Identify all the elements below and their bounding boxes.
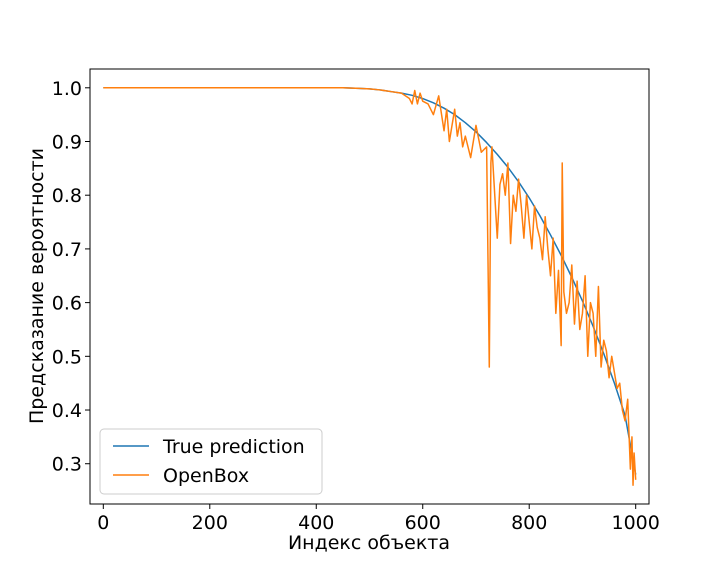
series-line-openbox <box>103 87 637 486</box>
y-tick-label: 0.6 <box>52 293 82 315</box>
y-tick-label: 0.5 <box>52 346 82 368</box>
y-tick-label: 0.8 <box>52 185 82 207</box>
series-layer <box>103 87 637 486</box>
y-tick-label: 1.0 <box>52 78 82 100</box>
x-tick-label: 600 <box>405 512 441 534</box>
x-axis-ticks: 0 200 400 600 800 1000 <box>97 504 660 534</box>
y-tick-label: 0.4 <box>52 400 82 422</box>
legend-label-openbox: OpenBox <box>163 465 249 487</box>
legend-label-true-prediction: True prediction <box>162 436 305 458</box>
x-tick-label: 400 <box>298 512 334 534</box>
plot-frame <box>89 68 650 505</box>
x-axis-label: Индекс объекта <box>288 532 450 554</box>
y-axis-label: Предсказание вероятности <box>26 148 48 424</box>
x-tick-label: 800 <box>511 512 547 534</box>
y-tick-label: 0.9 <box>52 132 82 154</box>
x-tick-label: 200 <box>192 512 228 534</box>
x-tick-label: 0 <box>97 512 109 534</box>
y-axis-ticks: 0.3 0.4 0.5 0.6 0.7 0.8 0.9 1.0 <box>52 78 90 476</box>
y-tick-label: 0.7 <box>52 239 82 261</box>
legend: True prediction OpenBox <box>99 428 323 495</box>
legend-box <box>99 428 323 495</box>
x-tick-label: 1000 <box>612 512 660 534</box>
y-tick-label: 0.3 <box>52 454 82 476</box>
